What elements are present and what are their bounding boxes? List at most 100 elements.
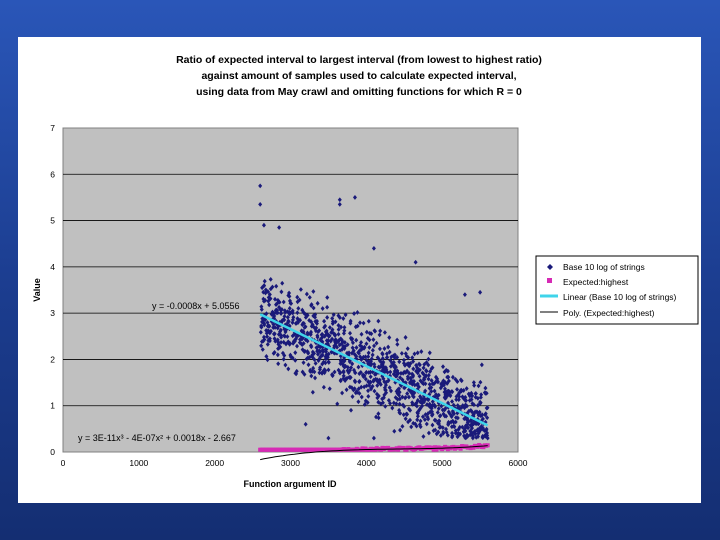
data-point bbox=[305, 338, 310, 344]
data-point bbox=[485, 405, 490, 411]
data-point bbox=[457, 394, 462, 400]
data-point bbox=[306, 362, 311, 368]
data-point bbox=[308, 331, 313, 337]
data-point bbox=[336, 327, 341, 332]
data-point bbox=[260, 316, 265, 322]
data-point bbox=[392, 355, 397, 361]
data-point bbox=[335, 344, 340, 350]
data-point bbox=[422, 417, 427, 423]
data-point bbox=[328, 338, 333, 344]
data-point bbox=[421, 434, 426, 439]
data-point bbox=[342, 346, 347, 352]
data-point bbox=[444, 413, 449, 419]
data-point bbox=[352, 195, 357, 200]
data-point bbox=[395, 370, 400, 376]
data-point bbox=[376, 415, 381, 421]
data-point bbox=[426, 411, 431, 416]
data-point bbox=[449, 414, 454, 420]
data-point bbox=[424, 373, 429, 379]
data-point bbox=[341, 369, 346, 375]
data-point bbox=[284, 323, 289, 328]
data-point bbox=[451, 411, 456, 417]
data-point bbox=[380, 396, 385, 402]
data-point bbox=[470, 393, 475, 399]
data-point bbox=[271, 310, 276, 316]
data-point bbox=[338, 353, 343, 359]
data-point bbox=[282, 308, 287, 314]
data-point bbox=[270, 309, 275, 315]
data-point bbox=[441, 380, 446, 386]
data-point bbox=[398, 375, 403, 380]
data-point bbox=[400, 377, 405, 383]
data-point bbox=[429, 385, 434, 390]
data-point bbox=[384, 351, 389, 357]
data-point bbox=[363, 376, 368, 382]
data-point bbox=[412, 390, 417, 396]
data-point bbox=[299, 329, 304, 334]
data-point bbox=[393, 373, 398, 379]
data-point bbox=[355, 310, 360, 315]
data-point bbox=[466, 408, 471, 414]
data-point bbox=[334, 350, 339, 356]
expected-point bbox=[396, 447, 401, 452]
data-point bbox=[320, 361, 325, 367]
expected-point bbox=[434, 447, 439, 452]
data-point bbox=[403, 370, 408, 375]
data-point bbox=[480, 412, 485, 418]
data-point bbox=[461, 429, 466, 435]
data-point bbox=[383, 382, 388, 388]
data-point bbox=[336, 331, 341, 337]
data-point bbox=[354, 345, 359, 350]
data-point bbox=[276, 332, 281, 337]
data-point bbox=[378, 382, 383, 387]
data-point bbox=[397, 407, 402, 413]
data-point bbox=[470, 432, 475, 438]
data-point bbox=[352, 311, 357, 316]
data-point bbox=[455, 410, 460, 416]
data-point bbox=[365, 400, 370, 405]
data-point bbox=[485, 435, 490, 441]
data-point bbox=[281, 356, 286, 362]
data-point bbox=[373, 328, 378, 334]
data-point bbox=[380, 355, 385, 361]
data-point bbox=[295, 294, 300, 300]
data-point bbox=[483, 412, 488, 418]
data-point bbox=[381, 395, 386, 401]
data-point bbox=[278, 310, 283, 316]
data-point bbox=[426, 356, 431, 362]
data-point bbox=[310, 389, 315, 395]
data-point bbox=[342, 324, 347, 330]
data-point bbox=[321, 359, 326, 365]
data-point bbox=[341, 376, 346, 381]
data-point bbox=[410, 355, 415, 361]
data-point bbox=[331, 331, 336, 336]
data-point bbox=[397, 392, 402, 398]
data-point bbox=[358, 343, 363, 348]
data-point bbox=[411, 388, 416, 394]
data-point bbox=[405, 391, 410, 396]
y-tick-label: 3 bbox=[50, 308, 55, 318]
data-point bbox=[271, 322, 276, 327]
data-point bbox=[374, 340, 379, 346]
data-point bbox=[330, 327, 335, 333]
data-point bbox=[356, 399, 361, 405]
data-point bbox=[405, 346, 410, 352]
data-point bbox=[471, 380, 476, 385]
data-point bbox=[398, 370, 403, 376]
data-point bbox=[293, 321, 298, 326]
data-point bbox=[423, 412, 428, 417]
data-point bbox=[414, 403, 419, 409]
data-point bbox=[441, 364, 446, 370]
data-point bbox=[348, 330, 353, 336]
data-point bbox=[358, 320, 363, 326]
data-point bbox=[376, 318, 381, 324]
data-point bbox=[483, 385, 488, 391]
data-point bbox=[271, 325, 276, 330]
data-point bbox=[426, 416, 431, 422]
data-point bbox=[320, 331, 325, 337]
data-point bbox=[454, 430, 459, 436]
data-point bbox=[432, 417, 437, 423]
data-point bbox=[345, 368, 350, 374]
data-point bbox=[397, 396, 402, 402]
legend-box bbox=[535, 255, 699, 325]
